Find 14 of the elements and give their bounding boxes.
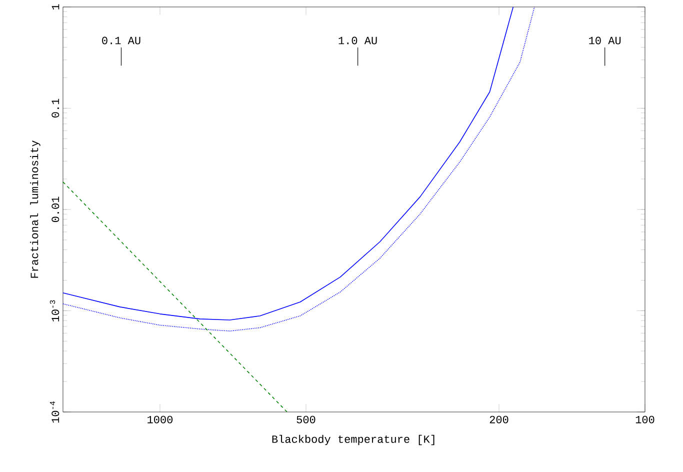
x-tick-label: 500 [296,416,316,424]
x-tick-label: 1000 [148,416,173,424]
ref-line-label: 0.1 AU [102,36,140,44]
y-tick-label: 0.1 [52,98,60,118]
y-axis-title: Fractional luminosity [30,140,40,278]
y-tick-label: 10$^{-3}$ [50,300,60,322]
x-axis-title: Blackbody temperature [K] [272,434,434,446]
ref-line-label: 10 AU [589,36,621,44]
y-tick-label: 1 [52,4,60,10]
ref-line-label: 1.0 AU [338,36,377,44]
x-tick-label: 200 [490,416,508,424]
y-tick-label: 0.01 [52,196,60,222]
x-tick-label: 100 [636,416,654,424]
y-tick-label: 10$^{-4}$ [50,401,60,423]
